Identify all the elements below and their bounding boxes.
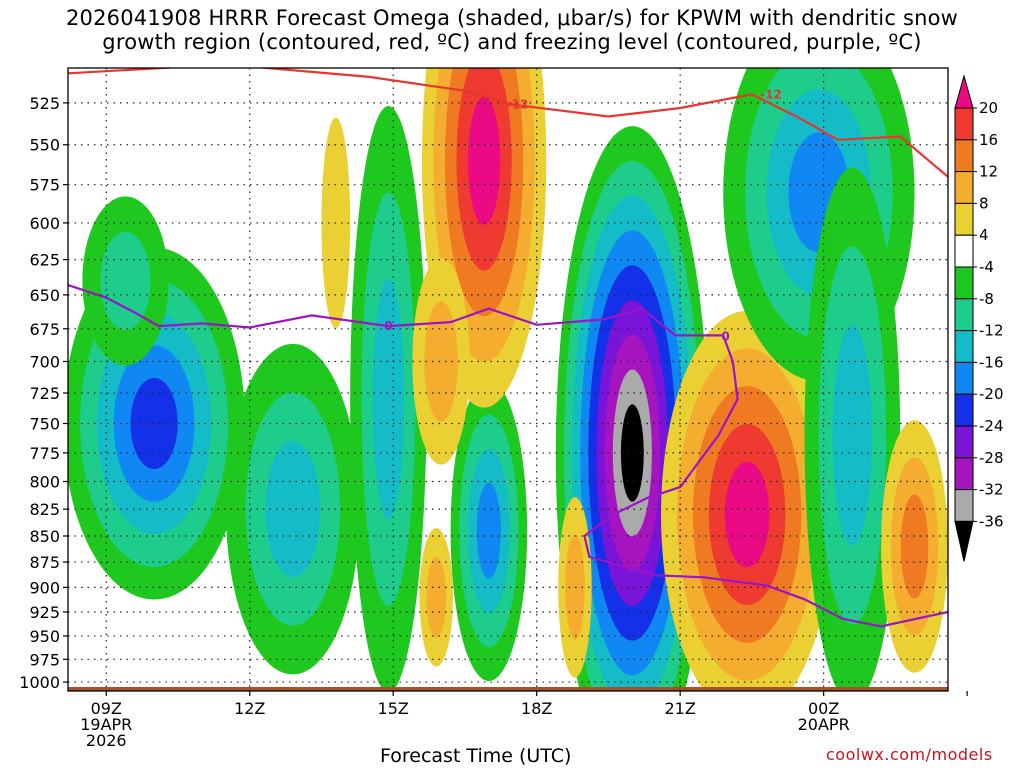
colorbar-swatch bbox=[954, 330, 974, 363]
colorbar-tick-label: -16 bbox=[979, 353, 1004, 371]
colorbar-tick-label: -28 bbox=[979, 449, 1004, 467]
colorbar-bottom-arrow bbox=[954, 520, 974, 562]
y-tick-label: 675 bbox=[29, 320, 60, 339]
colorbar-tick-label: 4 bbox=[979, 226, 989, 244]
x-tick-label: 21Z bbox=[665, 699, 696, 718]
omega-shade--12 bbox=[832, 325, 873, 546]
omega-region-descent-22z bbox=[661, 310, 834, 691]
omega-shade--16 bbox=[476, 482, 502, 579]
freezing-level-contour-line bbox=[68, 284, 948, 628]
x-tick-label: 00Z bbox=[808, 699, 839, 718]
colorbar-tick-label: 16 bbox=[979, 131, 998, 149]
y-tick-label: 975 bbox=[29, 650, 60, 669]
y-tick-label: 700 bbox=[29, 352, 60, 371]
credit-link[interactable]: coolwx.com/models bbox=[826, 745, 993, 764]
colorbar-swatch bbox=[954, 361, 974, 395]
x-tick-label: 12Z bbox=[234, 699, 265, 718]
dgz-contour-label: -12 bbox=[760, 87, 782, 101]
omega-shade--36 bbox=[620, 404, 644, 502]
plot-frame bbox=[67, 67, 949, 692]
y-tick-label: 575 bbox=[29, 176, 60, 195]
y-tick-label: 725 bbox=[29, 384, 60, 403]
colorbar-tick-label: 12 bbox=[979, 163, 998, 181]
y-tick-label: 550 bbox=[29, 136, 60, 155]
ground-strip bbox=[68, 687, 948, 691]
dgz-contour-line bbox=[68, 68, 948, 178]
x-tick-label: 19APR bbox=[80, 715, 132, 734]
y-tick-label: 625 bbox=[29, 251, 60, 270]
y-tick-label: 825 bbox=[29, 500, 60, 519]
omega-shade-8 bbox=[426, 556, 447, 638]
omega-shade-20 bbox=[467, 96, 501, 225]
colorbar-top-arrow bbox=[954, 74, 974, 109]
colorbar-tick-label: -36 bbox=[979, 512, 1004, 530]
title-line-1: 2026041908 HRRR Forecast Omega (shaded, … bbox=[65, 6, 959, 30]
freezing-contour-label: 0 bbox=[384, 319, 392, 333]
y-tick-label: 925 bbox=[29, 603, 60, 622]
colorbar-swatch bbox=[954, 425, 974, 459]
omega-region-ascent-17z bbox=[450, 380, 528, 681]
x-tick-label: 20APR bbox=[798, 715, 850, 734]
omega-shade--20 bbox=[130, 377, 178, 470]
colorbar-tick-label: -8 bbox=[979, 290, 994, 308]
title-line-2: growth region (contoured, red, ºC) and f… bbox=[102, 30, 922, 54]
colorbar-swatch bbox=[954, 489, 974, 522]
freezing-contour-label: 0 bbox=[721, 330, 729, 344]
x-tick-label: 18Z bbox=[521, 699, 552, 718]
colorbar-swatch bbox=[954, 234, 974, 268]
x-tick-label: 2026 bbox=[86, 731, 127, 750]
colorbar-swatch bbox=[954, 139, 974, 173]
omega-region-lower-right-ascent bbox=[804, 167, 901, 691]
y-tick-label: 525 bbox=[29, 94, 60, 113]
omega-region-mid-left-ascent bbox=[225, 343, 360, 675]
colorbar-tick-label: -12 bbox=[979, 322, 1004, 340]
colorbar-tick-label: 8 bbox=[979, 194, 989, 212]
x-tick-label: 09Z bbox=[91, 699, 122, 718]
colorbar: 20 16 12 8 4 -4 -8 -12 -16 -20 -24 -28 -32 -36 bbox=[954, 74, 1004, 562]
omega-shade--12 bbox=[265, 441, 321, 578]
colorbar-tick-label: -24 bbox=[979, 417, 1004, 435]
colorbar-swatch bbox=[954, 202, 974, 236]
omega-shade--8 bbox=[100, 231, 151, 331]
colorbar-tick-label: -32 bbox=[979, 481, 1004, 499]
y-tick-label: 950 bbox=[29, 627, 60, 646]
omega-region-west-ascent-upper bbox=[82, 196, 169, 366]
y-tick-label: 900 bbox=[29, 578, 60, 597]
colorbar-swatch bbox=[954, 107, 974, 141]
y-tick-label: 800 bbox=[29, 472, 60, 491]
omega-region-ascent-15z bbox=[350, 106, 427, 691]
omega-shade-12 bbox=[900, 494, 929, 599]
colorbar-swatch bbox=[954, 393, 974, 427]
omega-shade-8 bbox=[424, 301, 458, 422]
colorbar-swatch bbox=[954, 457, 974, 491]
y-tick-label: 750 bbox=[29, 414, 60, 433]
omega-region-descent-1850 bbox=[558, 497, 592, 678]
y-tick-label: 775 bbox=[29, 444, 60, 463]
colorbar-swatch bbox=[954, 298, 974, 332]
chart-title: 2026041908 HRRR Forecast Omega (shaded, … bbox=[0, 6, 1024, 54]
omega-region-descent-01z bbox=[881, 420, 948, 673]
omega-shade-20 bbox=[724, 461, 770, 568]
y-tick-label: 650 bbox=[29, 286, 60, 305]
plot-area: -12 -12 0 0 bbox=[68, 68, 948, 691]
omega-region-descent-1630-lower bbox=[412, 258, 470, 465]
colorbar-tick-label: -4 bbox=[979, 258, 994, 276]
y-tick-label: 600 bbox=[29, 214, 60, 233]
y-tick-label: 850 bbox=[29, 527, 60, 546]
colorbar-swatch bbox=[954, 266, 974, 300]
dgz-contour-label: -12 bbox=[507, 98, 529, 112]
y-tick-label: 1000 bbox=[19, 673, 60, 692]
omega-shade--12 bbox=[372, 278, 405, 520]
omega-shade-8 bbox=[565, 534, 585, 640]
omega-region-descent-1545 bbox=[419, 528, 453, 667]
x-tick-label: 15Z bbox=[378, 699, 409, 718]
y-tick-label: 875 bbox=[29, 553, 60, 572]
colorbar-swatch bbox=[954, 171, 974, 204]
colorbar-tick-label: 20 bbox=[979, 99, 998, 117]
colorbar-tick-label: -20 bbox=[979, 385, 1004, 403]
x-axis-label: Forecast Time (UTC) bbox=[380, 745, 572, 767]
